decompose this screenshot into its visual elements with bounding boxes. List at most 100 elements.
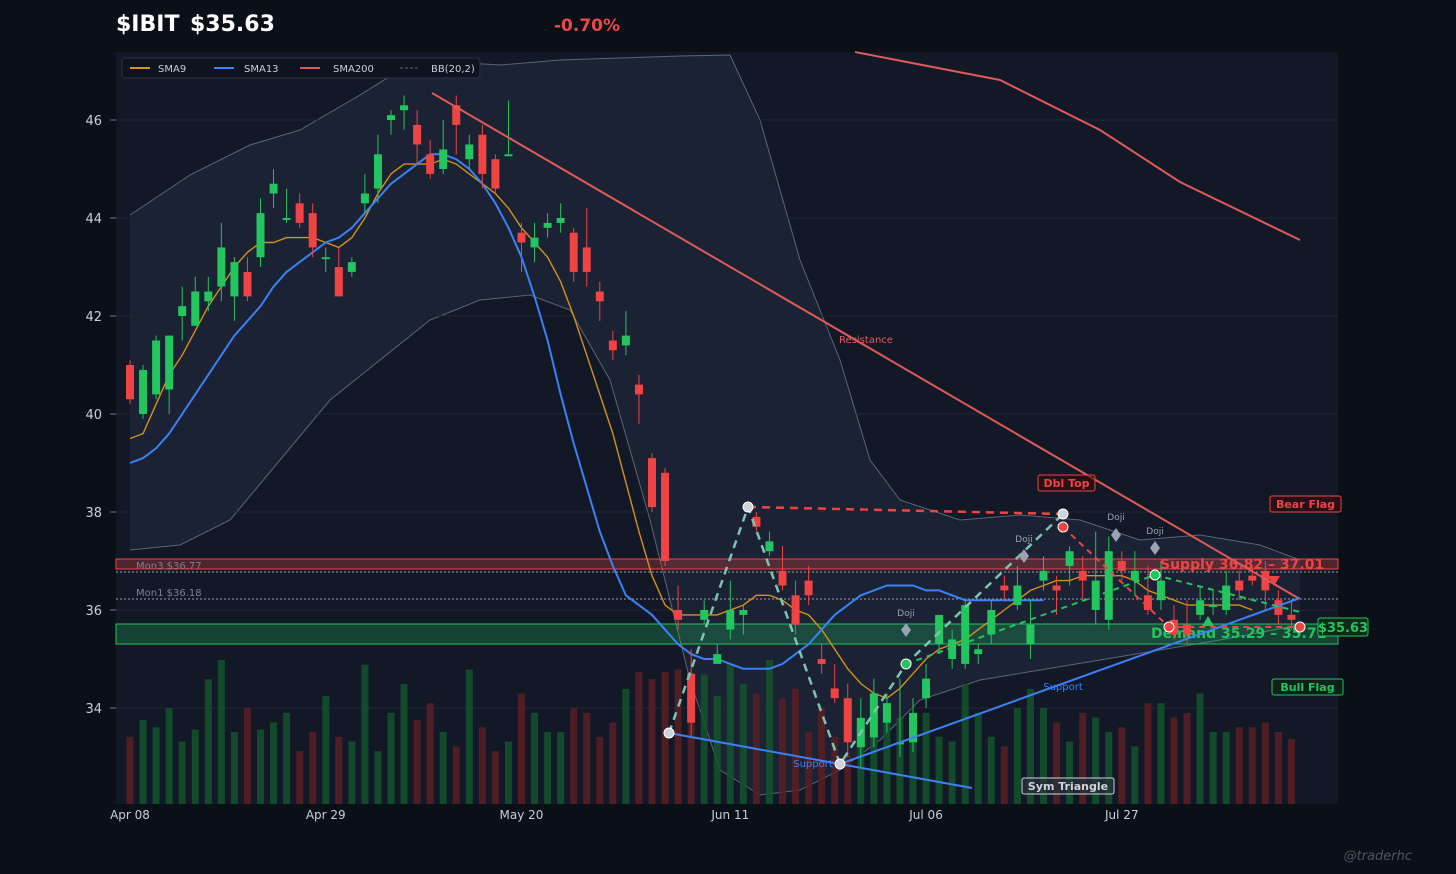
volume-bar [531,712,539,804]
volume-bar [1092,717,1100,804]
candle-body [204,291,213,302]
zigzag-line [667,503,1064,767]
volume-bar [126,736,134,804]
legend-label: SMA200 [333,64,374,75]
volume-bar [1196,693,1204,804]
candle-body [687,673,696,723]
volume-bar [726,664,734,804]
volume-bar [1183,712,1191,804]
pivot-marker [900,658,912,670]
y-tick-label: 42 [85,310,102,325]
x-tick-label: Apr 08 [110,808,150,822]
candle-body [1117,561,1126,571]
volume-bar [544,732,552,804]
candle-body [765,541,774,552]
bb-upper-line [129,54,1301,561]
candle-body [334,267,343,297]
candle-body [713,654,722,664]
volume-bar [1131,746,1139,804]
pivot-marker [663,727,675,739]
volume-bar [465,669,473,804]
pivot-marker [742,501,754,513]
candle-body [504,154,513,157]
volume-bar [883,703,891,804]
candle-body [373,154,382,189]
volume-bar [165,708,173,804]
doji-label: Doji [1146,527,1163,537]
pivot-marker [834,758,846,770]
candle-body [321,257,330,260]
candle-body [621,335,630,346]
volume-bar [1105,732,1113,804]
candle-body [974,649,983,655]
volume-bar [961,684,969,804]
doji-marker [1111,528,1121,542]
candle-body [595,291,604,302]
volume-bar [361,664,369,804]
candle-body [543,222,552,228]
bull-arrow [1202,616,1214,626]
volume-bar [1287,739,1295,804]
candle-body [1013,585,1022,606]
candle-body [191,291,200,326]
pivot-marker [1057,521,1069,533]
volume-bar [831,736,839,804]
volume-bar [779,698,786,804]
candle-body [282,218,291,220]
volume-bar [1170,717,1178,804]
candle-body [1248,575,1257,581]
volume-bar [1274,732,1282,804]
annotation-labels: Resistance Dbl Top Bear Flag Bull Flag Suppo… [793,335,1369,795]
double-top-label: Dbl Top [1043,477,1089,490]
volume-bar [713,696,721,804]
volume-bar [1066,741,1074,804]
volume-bar [948,741,956,804]
volume-bar [1118,727,1126,804]
volume-bar [739,684,747,804]
volume-bar [283,712,291,804]
candle-body [152,340,161,395]
volume-bar [596,736,604,804]
candle-body [909,712,917,743]
pattern-lines [431,92,1306,789]
sma13-line [129,153,1044,670]
volume-bar [844,756,852,804]
bull-flag-label-box [1271,678,1344,696]
volume-bar [1209,732,1217,804]
legend-label: SMA13 [244,64,279,75]
x-tick-label: Apr 29 [306,808,346,822]
price-change: -0.70% [554,16,621,36]
legend-label: BB(20,2) [431,64,475,75]
support-line-lower [668,732,973,789]
candle-body [139,369,148,414]
doji-label: Doji [1015,535,1032,545]
volume-bar [1144,703,1152,804]
y-tick-label: 46 [85,114,102,129]
legend: SMA9 SMA13 SMA200 BB(20,2) [121,57,481,79]
volume-bar [243,708,251,804]
candle-body [1000,585,1009,591]
candle-body [961,605,970,664]
volume-bar [426,703,434,804]
candle-body [726,610,735,630]
volume-bar [1248,727,1256,804]
candle-body [608,340,617,351]
candle-body [230,262,239,297]
volume-bar [322,696,330,804]
candle-body [1039,570,1048,581]
x-tick-label: Jul 27 [1104,808,1139,822]
bear-flag-label-box [1269,495,1342,513]
candle-body [452,105,461,125]
x-tick-label: May 20 [500,808,544,822]
volume-bar [974,712,982,804]
candle-body [1156,580,1165,601]
candle-body [1104,551,1113,620]
doji-marker [901,623,911,637]
volume-bar [792,688,800,804]
price-tag-box [1317,617,1369,637]
candle-body [165,335,174,390]
watermark: @traderhc [1343,849,1412,864]
volume-bar [1026,688,1034,804]
candle-body [1026,624,1035,645]
